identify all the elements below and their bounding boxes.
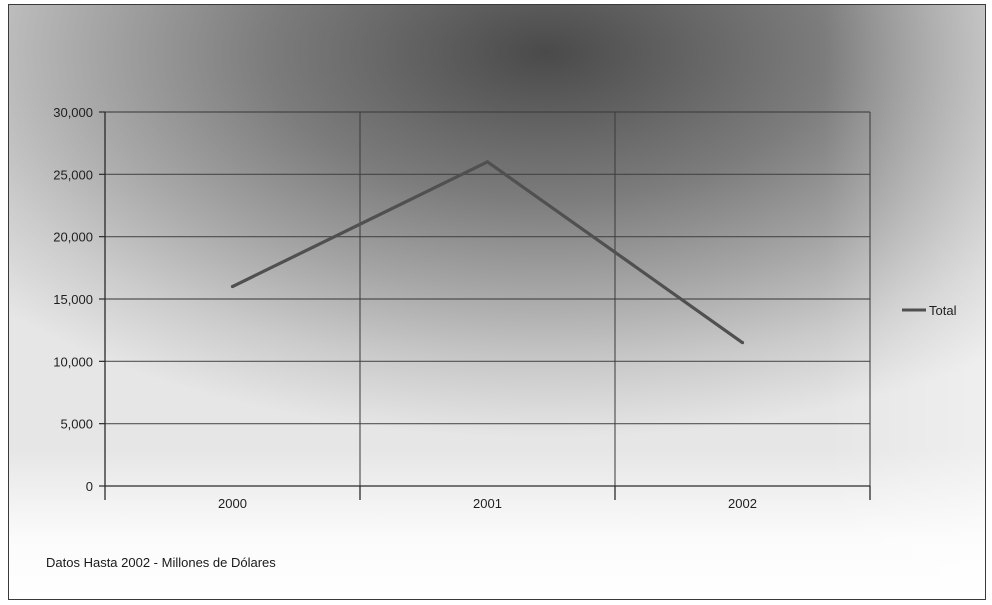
background-fade xyxy=(9,449,985,599)
legend: Total xyxy=(902,303,957,318)
x-tick-label: 2000 xyxy=(218,496,247,511)
data-point xyxy=(230,284,235,289)
y-tick-label: 5,000 xyxy=(60,417,93,432)
y-tick-label: 10,000 xyxy=(53,354,93,369)
gridlines xyxy=(105,111,871,486)
chart-frame xyxy=(8,4,986,600)
x-tick-label: 2002 xyxy=(728,496,757,511)
y-tick-label: 0 xyxy=(86,479,93,494)
y-tick-label: 25,000 xyxy=(53,167,93,182)
y-tick-label: 15,000 xyxy=(53,292,93,307)
y-tick-label: 30,000 xyxy=(53,105,93,120)
footnote-text: Datos Hasta 2002 - Millones de Dólares xyxy=(46,555,276,570)
data-point xyxy=(485,160,490,164)
background-fade-right xyxy=(825,5,985,599)
axes: 0 5,000 10,000 15,000 20,000 25,000 30,000 2000… xyxy=(53,105,871,511)
legend-label: Total xyxy=(929,303,957,318)
series-layer xyxy=(230,160,745,345)
x-tick-label: 2001 xyxy=(473,496,502,511)
y-tick-label: 20,000 xyxy=(53,230,93,245)
data-point xyxy=(740,341,745,345)
series-line-total xyxy=(231,160,744,344)
